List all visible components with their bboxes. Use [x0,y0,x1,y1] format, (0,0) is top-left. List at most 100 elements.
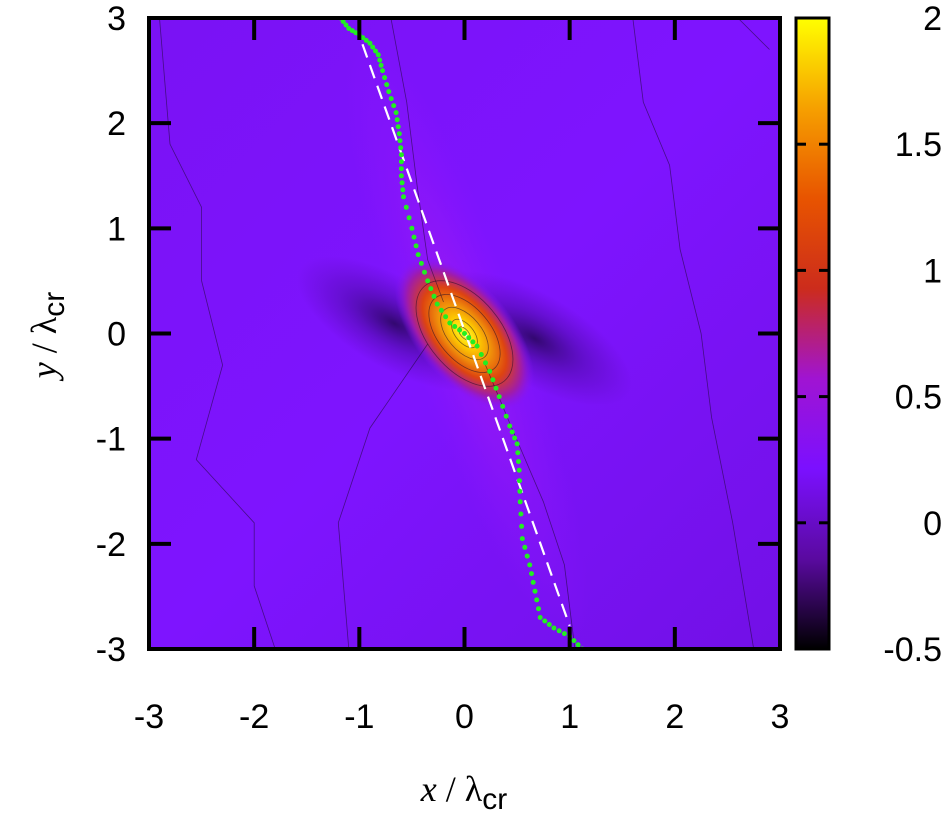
heatmap-field [149,18,780,649]
dotted-curve-point-62 [503,413,509,419]
dotted-curve-point-30 [398,173,404,179]
dotted-curve-point-66 [514,441,520,447]
colorbar-tick-label-5: 2 [923,0,942,38]
dotted-curve-point-81 [532,588,538,594]
dotted-curve-point-22 [394,117,400,123]
dotted-curve-point-25 [397,138,403,144]
x-tick-label-2: -1 [344,698,374,736]
dotted-curve-point-85 [542,618,548,624]
outer-contour-4 [737,18,770,50]
y-axis-label-slash: / [24,334,64,362]
dotted-curve-point-28 [398,159,404,165]
dotted-curve-point-56 [483,360,488,366]
dotted-curve-point-92 [575,642,581,648]
dotted-curve-point-67 [515,450,521,456]
dotted-curve-point-73 [518,511,524,517]
dotted-curve-point-33 [401,194,406,200]
dotted-curve-point-18 [386,89,392,95]
dotted-curve-point-52 [466,335,472,341]
outer-contour-5 [337,343,429,649]
x-axis-label-lambda: λ [465,769,483,809]
y-tick-label-5: 2 [107,105,126,143]
dotted-curve-point-51 [462,331,467,336]
dotted-curve-point-53 [470,339,476,345]
dotted-curve-point-23 [395,124,401,130]
dotted-curve-point-47 [443,314,449,320]
dotted-curve-point-69 [516,467,522,473]
x-axis-label-slash: / [437,769,465,809]
y-tick-label-0: -3 [96,631,126,669]
peak-contour-2 [440,306,489,361]
colorbar-ticks: -0.5 0 0.5 1 1.5 2 [796,0,942,669]
x-axis-label-var: x [420,769,437,809]
dotted-curve-point-77 [524,553,530,559]
y-axis-label-var: y [24,362,64,381]
dotted-curve-point-54 [474,343,480,349]
dotted-curve-point-65 [512,435,518,441]
dotted-curve-point-11 [373,48,378,54]
dotted-curve-point-12 [375,52,381,58]
y-tick-label-2: -1 [96,421,126,459]
dotted-curve-point-88 [556,628,562,634]
dotted-curve-point-34 [403,204,409,210]
dotted-curve-point-86 [546,622,552,627]
colorbar-tick-label-1: 0 [923,505,942,543]
dotted-curve-point-38 [413,243,419,249]
dotted-curve-point-9 [367,40,373,46]
dotted-curve-point-70 [517,478,522,484]
dotted-curve-point-39 [415,252,421,258]
dotted-curve-point-87 [551,625,557,631]
dotted-curve-point-15 [380,68,385,74]
dotted-curve-point-48 [447,320,453,326]
x-tick-label-6: 3 [771,698,790,736]
y-tick-label-6: 3 [107,0,126,38]
dotted-curve-point-8 [363,37,369,43]
dotted-curve-point-37 [411,234,417,240]
dotted-curve-point-20 [391,103,397,109]
dotted-curve-point-16 [382,75,388,81]
dotted-curve-point-19 [388,96,394,102]
x-tick-label-4: 1 [560,698,579,736]
dotted-curve-point-31 [399,180,405,186]
dotted-curve-point-14 [378,62,384,68]
dotted-curve-point-49 [452,324,458,329]
y-axis-label-lambda: λ [24,316,64,334]
dotted-curve-point-71 [517,488,523,494]
dotted-curve-point-24 [396,131,402,137]
y-axis-label-sub: cr [38,292,71,317]
contour-lines [159,18,770,649]
dotted-curve-point-60 [496,394,502,400]
dotted-curve-point-91 [571,638,577,644]
dotted-curve-point-50 [457,327,463,333]
dotted-curve-point-17 [384,82,390,88]
dotted-curve-point-79 [529,571,534,577]
dotted-curve-point-55 [478,352,484,357]
y-tick-label-4: 1 [107,210,126,248]
dotted-curve-point-26 [398,145,404,151]
dotted-curve-point-78 [527,562,533,568]
dotted-curve-point-46 [438,307,444,313]
dotted-curve-point-36 [409,225,415,231]
dotted-curve-point-42 [425,278,431,284]
dotted-curve-point-59 [493,385,499,391]
x-tick-label-1: -2 [239,698,269,736]
dotted-curve-point-43 [428,286,434,292]
dotted-curve-point-80 [530,579,536,585]
y-tick-label-1: -2 [96,526,126,564]
dotted-curve-point-84 [537,615,543,620]
dotted-curve-point-13 [377,57,383,63]
outer-contour-0 [159,18,276,649]
dotted-curve-point-7 [360,35,366,41]
dotted-curve-point-64 [509,429,515,435]
dotted-curve-point-10 [370,44,376,50]
dotted-curve-point-27 [398,152,404,158]
dotted-curve-point-57 [487,368,493,374]
dotted-curve-point-89 [561,631,567,637]
dotted-curve-point-21 [393,110,399,116]
x-axis-label-sub: cr [482,783,507,816]
x-tick-label-0: -3 [134,698,164,736]
x-tick-label-5: 2 [665,698,684,736]
dotted-curve-point-40 [418,260,424,266]
dotted-curve-point-61 [500,403,506,409]
